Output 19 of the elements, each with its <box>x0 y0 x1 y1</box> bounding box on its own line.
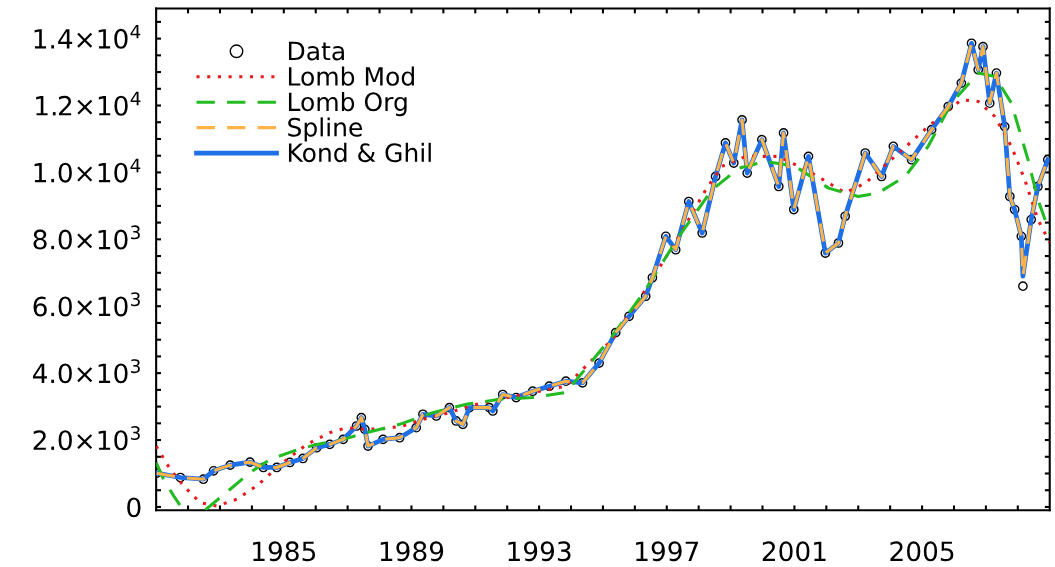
y-tick-label: 1.4×10$^{4}$ <box>34 24 141 49</box>
legend-label: Spline <box>288 117 363 142</box>
x-tick-label: 1993 <box>508 541 571 562</box>
y-tick-label: 8.0×10$^{3}$ <box>33 225 140 250</box>
x-tick-label: 1985 <box>253 541 316 562</box>
x-tick-label: 2005 <box>890 541 954 562</box>
y-tick-label: 6.0×10$^{3}$ <box>33 292 140 317</box>
legend-label: Data <box>288 41 344 61</box>
legend-label: Kond & Ghil <box>288 142 431 163</box>
y-tick-label: 0 <box>127 497 141 518</box>
x-tick-label: 2001 <box>762 541 826 562</box>
y-tick-label: 1.0×10$^{4}$ <box>34 158 141 183</box>
y-tick-label: 1.2×10$^{4}$ <box>36 91 141 116</box>
x-tick-label: 1997 <box>636 541 699 562</box>
y-tick-label: 2.0×10$^{3}$ <box>33 426 140 451</box>
x-tick-label: 1989 <box>380 541 444 562</box>
legend-label: Lomb Org <box>288 91 407 117</box>
y-tick-label: 4.0×10$^{3}$ <box>32 359 140 384</box>
legend-label: Lomb Mod <box>288 66 414 86</box>
